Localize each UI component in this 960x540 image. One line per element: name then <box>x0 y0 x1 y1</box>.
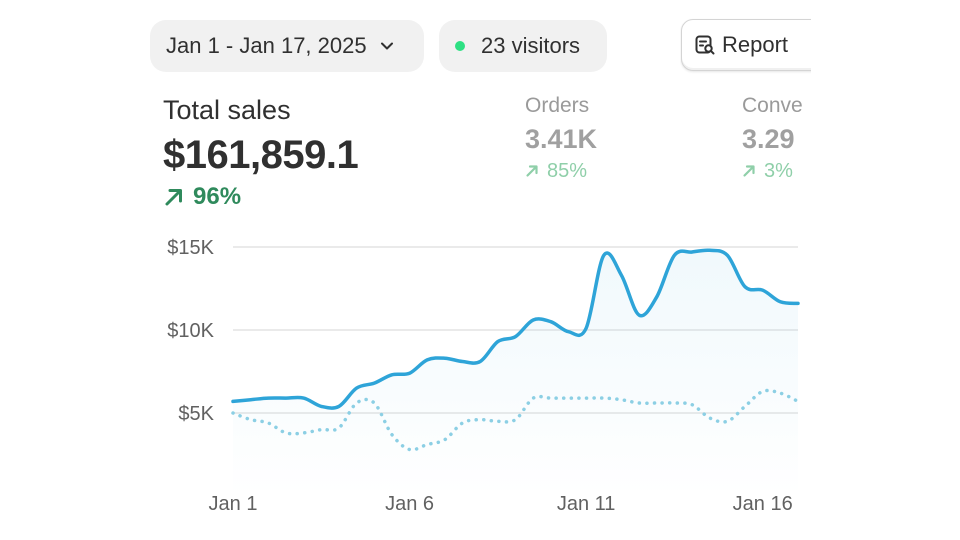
x-tick-label: Jan 11 <box>557 493 616 515</box>
conversion-metric-clip: Conve 3.29 3% <box>742 90 811 190</box>
orders-metric[interactable]: Orders 3.41K 85% <box>525 94 597 184</box>
report-label: Report <box>722 32 789 57</box>
conversion-value: 3.29 <box>742 124 795 154</box>
chevron-down-icon <box>379 38 395 54</box>
report-button-clip: Report <box>680 18 811 74</box>
orders-value: 3.41K <box>525 124 598 154</box>
orders-label: Orders <box>525 94 590 117</box>
comparison-series-line[interactable] <box>231 388 800 452</box>
total-sales-value: $161,859.1 <box>163 133 359 177</box>
x-tick-label: Jan 1 <box>209 493 258 515</box>
conversion-change-value: 3% <box>764 160 793 182</box>
live-dot-icon <box>455 41 465 51</box>
conversion-label: Conve <box>742 94 803 117</box>
report-button[interactable]: Report <box>681 19 811 71</box>
x-tick-label: Jan 16 <box>733 493 793 515</box>
x-tick-label: Jan 6 <box>385 493 434 515</box>
y-tick-label: $5K <box>178 403 214 425</box>
y-tick-label: $10K <box>167 320 214 342</box>
arrow-up-right-icon <box>163 186 185 208</box>
total-sales-change: 96% <box>163 182 358 212</box>
visitors-count: 23 visitors <box>481 33 581 58</box>
orders-change: 85% <box>525 158 597 184</box>
total-sales-label: Total sales <box>163 95 291 125</box>
arrow-up-right-icon <box>525 164 539 178</box>
y-tick-label: $15K <box>167 237 214 259</box>
live-visitors-badge[interactable]: 23 visitors <box>439 20 607 72</box>
total-sales-metric[interactable]: Total sales $161,859.1 96% <box>163 94 359 212</box>
current-series-line[interactable] <box>231 248 800 410</box>
total-sales-change-value: 96% <box>193 183 242 210</box>
conversion-change: 3% <box>742 158 803 184</box>
date-range-picker[interactable]: Jan 1 - Jan 17, 2025 <box>150 20 424 72</box>
series-area-fill <box>233 250 798 497</box>
arrow-up-right-icon <box>742 164 756 178</box>
report-search-icon <box>694 34 716 56</box>
orders-change-value: 85% <box>547 160 588 182</box>
conversion-metric[interactable]: Conve 3.29 3% <box>742 94 803 184</box>
date-range-label: Jan 1 - Jan 17, 2025 <box>166 33 367 58</box>
